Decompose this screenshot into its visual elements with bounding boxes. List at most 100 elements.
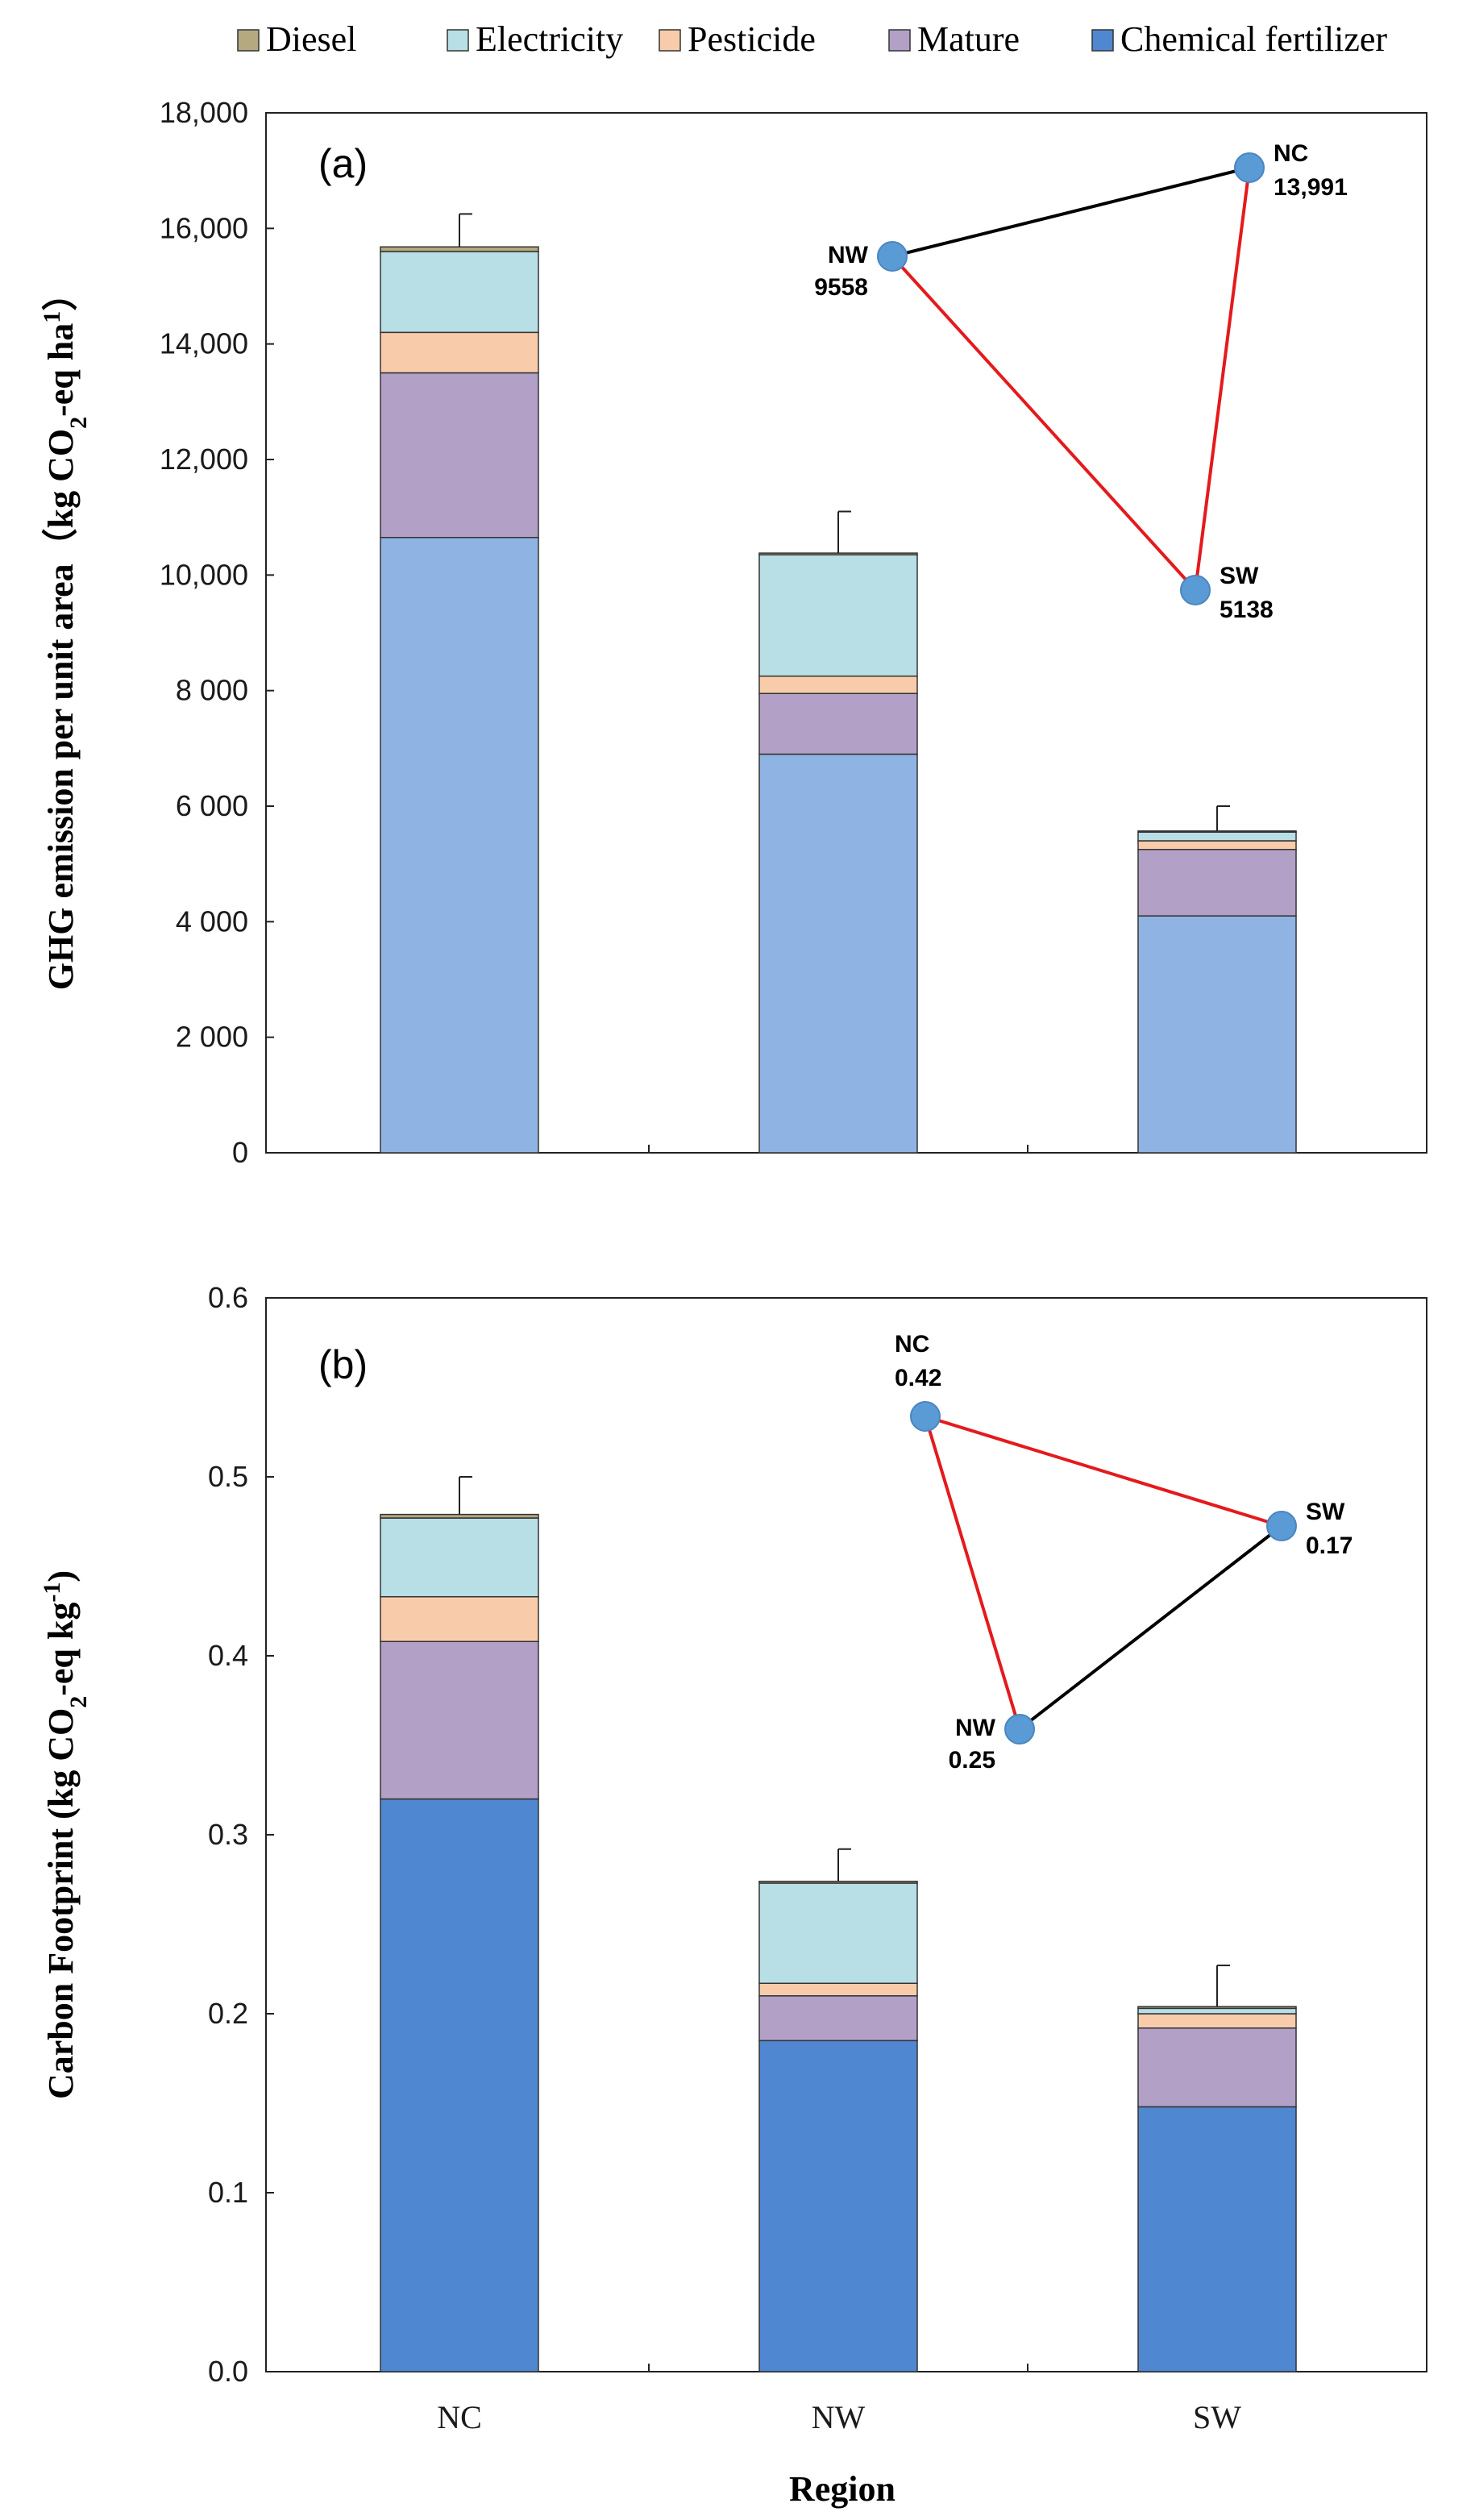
panel-label: (b) — [318, 1342, 368, 1387]
y-axis-title-subscript: 2 — [65, 417, 92, 429]
triangle-node-name-nc: NC — [895, 1331, 929, 1358]
x-category-label-nw: NW — [812, 2399, 866, 2435]
triangle-node-value-nw: 0.25 — [949, 1747, 995, 1774]
y-tick-label: 0.0 — [208, 2355, 248, 2388]
triangle-node-name-nc: NC — [1274, 140, 1308, 167]
bar-nw-pesticide — [758, 1982, 918, 1997]
triangle-node-sw — [1180, 575, 1211, 605]
y-tick-label: 0.4 — [208, 1639, 248, 1672]
triangle-edge-nw-nc — [891, 166, 1250, 258]
triangle-edge-nw-sw — [1018, 1524, 1283, 1731]
triangle-node-value-sw: 0.17 — [1306, 1532, 1353, 1559]
bar-sw-electricity — [1137, 831, 1297, 842]
bar-nw-chemical-fertilizer — [758, 2040, 918, 2372]
bar-nw-chemical-fertilizer — [758, 753, 918, 1154]
bar-nw-electricity — [758, 1882, 918, 1985]
y-tick-label: 10,000 — [160, 558, 248, 591]
y-tick-label: 14,000 — [160, 327, 248, 360]
triangle-node-value-nc: 13,991 — [1274, 174, 1348, 201]
y-tick-label: 2 000 — [176, 1021, 248, 1054]
triangle-edge-nc-sw — [1194, 167, 1251, 591]
triangle-node-nw — [1004, 1714, 1035, 1744]
bar-sw-diesel — [1137, 2006, 1297, 2010]
legend-label-chemical-fertilizer: Chemical fertilizer — [1120, 19, 1387, 59]
y-axis-title-part: -eq kg — [41, 1603, 81, 1696]
bar-nw-pesticide — [758, 676, 918, 694]
triangle-node-nw — [877, 241, 908, 272]
panel-a-ghg-emission-chart: 0 2 000 4 000 6 000 8 000 10,000 12,000 14,000 1… — [39, 96, 1427, 1169]
y-axis-title-subscript: 2 — [65, 1696, 92, 1708]
x-category-label-nc: NC — [437, 2399, 482, 2435]
bar-nw-mature — [758, 692, 918, 755]
panel-label: (a) — [318, 141, 368, 186]
bar-nc-electricity — [380, 1517, 539, 1598]
bar-nc-diesel — [380, 1513, 539, 1519]
y-tick-label: 0.6 — [208, 1281, 248, 1314]
bar-nc-electricity — [380, 251, 539, 334]
bar-sw-pesticide — [1137, 840, 1297, 850]
triangle-node-value-sw: 5138 — [1220, 597, 1274, 623]
bar-nw-diesel — [758, 1880, 918, 1884]
y-tick-label: 12,000 — [160, 443, 248, 476]
triangle-edge-sw-nw — [891, 255, 1197, 592]
y-axis-title: Carbon Footprint (kg CO2-eq kg-1) — [39, 1570, 92, 2099]
triangle-node-nc — [1234, 152, 1265, 183]
legend-label-pesticide: Pesticide — [688, 19, 816, 59]
bar-sw-electricity — [1137, 2007, 1297, 2015]
legend-label-diesel: Diesel — [266, 19, 356, 59]
x-category-label-sw: SW — [1193, 2399, 1241, 2435]
bar-sw-pesticide — [1137, 2013, 1297, 2029]
bar-sw-chemical-fertilizer — [1137, 915, 1297, 1154]
triangle-node-name-sw: SW — [1306, 1499, 1345, 1525]
inset-triangle: NC 13,991 NW 9558 SW 5138 — [814, 140, 1348, 623]
y-tick-label: 0 — [232, 1136, 248, 1169]
legend-label-mature: Mature — [917, 19, 1020, 59]
y-axis-title-part: -eq ha — [41, 323, 81, 417]
triangle-node-name-nw: NW — [828, 242, 869, 268]
panel-b-carbon-footprint-chart: 0.0 0.1 0.2 0.3 0.4 0.5 0.6 NC NW SW Region Carbon … — [39, 1281, 1427, 2509]
y-axis-title-part: Carbon Footprint (kg CO — [41, 1708, 81, 2099]
bar-nw-electricity — [758, 554, 918, 677]
y-tick-label: 6 000 — [176, 789, 248, 822]
bar-nc-chemical-fertilizer — [380, 1798, 539, 2372]
triangle-node-name-nw: NW — [955, 1715, 996, 1741]
y-tick-label: 0.3 — [208, 1818, 248, 1851]
bar-sw-mature — [1137, 2027, 1297, 2108]
legend-swatch-electricity — [447, 29, 469, 52]
y-tick-label: 8 000 — [176, 674, 248, 707]
y-axis-title-superscript: -1 — [39, 1582, 65, 1603]
bar-nc-chemical-fertilizer — [380, 537, 539, 1154]
y-tick-label: 4 000 — [176, 904, 248, 938]
y-axis-title-part: GHG emission per unit area（kg CO — [41, 429, 81, 990]
triangle-node-value-nw: 9558 — [814, 274, 868, 301]
bar-sw-diesel — [1137, 830, 1297, 833]
bar-sw-chemical-fertilizer — [1137, 2106, 1297, 2372]
y-axis-title-part: ） — [41, 276, 81, 311]
inset-triangle: NC 0.42 NW 0.25 SW 0.17 — [895, 1331, 1353, 1774]
y-tick-label: 0.2 — [208, 1997, 248, 2030]
legend-swatch-diesel — [237, 29, 260, 52]
bar-nc-mature — [380, 1640, 539, 1800]
bar-nc-mature — [380, 372, 539, 539]
bar-nw-diesel — [758, 552, 918, 555]
triangle-edge-nc-nw — [924, 1416, 1021, 1730]
bar-nw-mature — [758, 1995, 918, 2042]
triangle-node-name-sw: SW — [1220, 563, 1259, 589]
legend-swatch-mature — [888, 29, 911, 52]
y-axis-title: GHG emission per unit area（kg CO2-eq ha1… — [39, 276, 92, 990]
legend-label-electricity: Electricity — [476, 19, 623, 59]
triangle-node-value-nc: 0.42 — [895, 1365, 941, 1391]
bar-sw-mature — [1137, 849, 1297, 917]
triangle-edge-nc-sw — [925, 1415, 1282, 1528]
legend-swatch-pesticide — [659, 29, 681, 52]
y-tick-label: 16,000 — [160, 211, 248, 244]
bar-nc-diesel — [380, 246, 539, 252]
y-tick-label: 0.1 — [208, 2176, 248, 2209]
bar-nc-pesticide — [380, 1595, 539, 1642]
triangle-node-nc — [910, 1401, 941, 1432]
x-axis-title: Region — [789, 2469, 895, 2509]
legend: Diesel Electricity Pesticide Mature Chemical… — [237, 19, 1387, 59]
legend-swatch-chemical-fertilizer — [1091, 29, 1114, 52]
y-axis-title-superscript: 1 — [39, 311, 65, 323]
